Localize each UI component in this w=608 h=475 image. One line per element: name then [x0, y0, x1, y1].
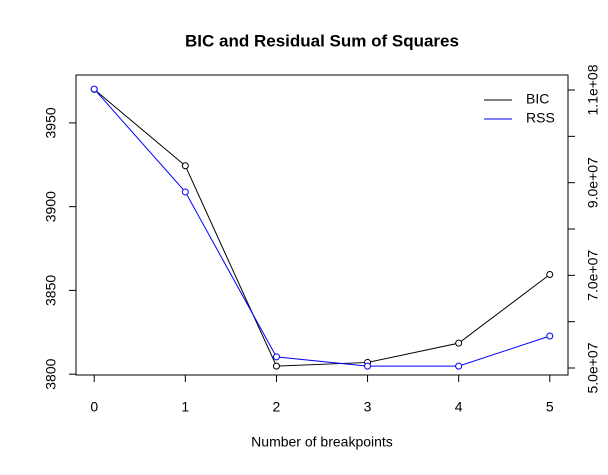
series-point [364, 362, 372, 370]
y2-tick-label: 7.0e+07 [585, 250, 601, 301]
y2-tick-label: 5.0e+07 [585, 342, 601, 393]
series-line [93, 89, 551, 367]
y-tick-label: 3950 [43, 107, 59, 138]
y-tick-label: 3800 [43, 358, 59, 389]
series-point [272, 353, 280, 361]
series-point [455, 339, 463, 347]
series-line [93, 88, 550, 367]
x-tick-label: 1 [181, 399, 189, 415]
y2-tick-label: 9.0e+07 [585, 157, 601, 208]
legend-label: RSS [526, 110, 555, 126]
series-point [546, 332, 554, 340]
x-axis-label: Number of breakpoints [251, 434, 393, 450]
x-tick-label: 0 [90, 399, 98, 415]
legend-label: BIC [526, 91, 549, 107]
chart-title: BIC and Residual Sum of Squares [185, 31, 459, 50]
x-tick-label: 4 [455, 399, 463, 415]
series-point [272, 362, 280, 370]
x-tick-label: 2 [273, 399, 281, 415]
x-tick-label: 3 [364, 399, 372, 415]
series-point [181, 162, 189, 170]
y-tick-label: 3900 [43, 191, 59, 222]
y2-tick-label: 1.1e+08 [585, 64, 601, 115]
plot-box [75, 74, 569, 376]
x-tick-label: 5 [546, 399, 554, 415]
series-point [546, 270, 554, 278]
series-point [90, 85, 98, 93]
y-tick-label: 3850 [43, 275, 59, 306]
series-point [181, 188, 189, 196]
series-point [455, 362, 463, 370]
